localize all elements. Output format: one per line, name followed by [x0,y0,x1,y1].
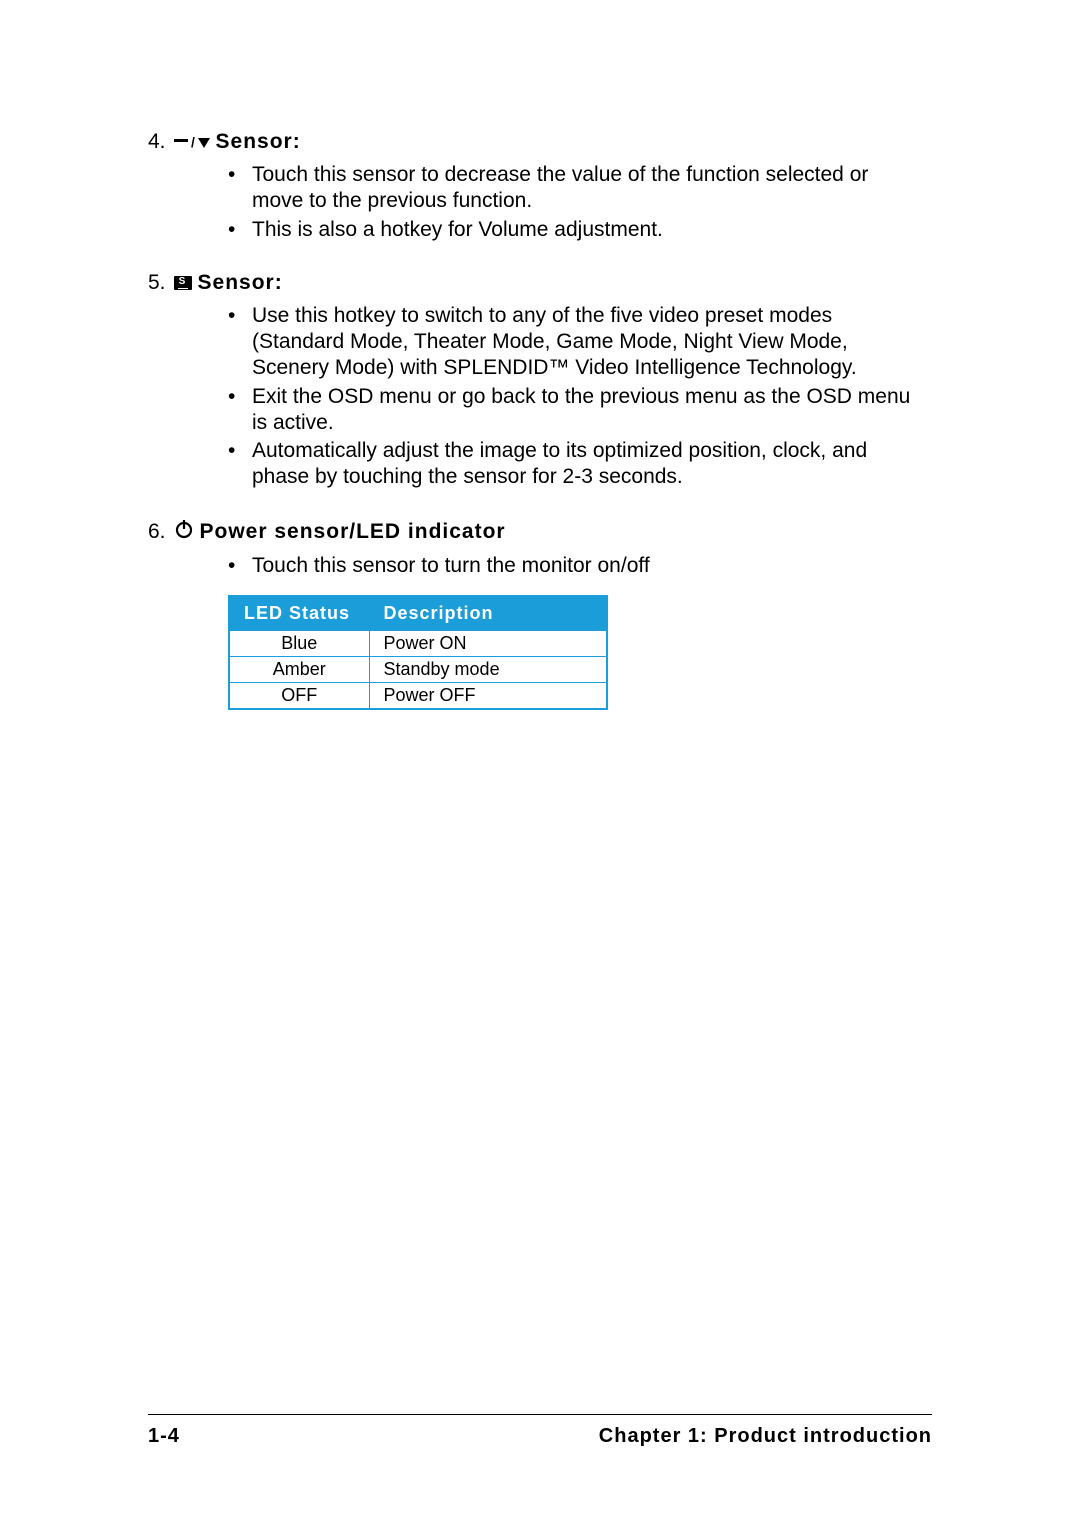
section-5-title: Sensor: [198,271,283,295]
table-cell-description: Power OFF [369,682,607,709]
bullet-item: Automatically adjust the image to its op… [222,438,922,491]
section-6-number: 6. [148,520,166,544]
section-4: 4. / Sensor: Touch this sensor to decrea… [148,130,932,243]
chapter-title: Chapter 1: Product introduction [599,1425,932,1448]
bullet-item: Use this hotkey to switch to any of the … [222,303,922,382]
section-6-bullets: Touch this sensor to turn the monitor on… [222,553,922,579]
bullet-item: Exit the OSD menu or go back to the prev… [222,384,922,437]
table-cell-status: OFF [229,682,369,709]
section-4-title: Sensor: [216,130,301,154]
table-cell-description: Standby mode [369,656,607,682]
table-cell-status: Amber [229,656,369,682]
page-number: 1-4 [148,1425,180,1448]
table-cell-status: Blue [229,630,369,656]
led-status-table: LED Status Description Blue Power ON Amb… [228,595,608,710]
led-status-table-wrap: LED Status Description Blue Power ON Amb… [228,595,932,710]
table-header-row: LED Status Description [229,596,607,631]
minus-down-icon: / [174,134,210,150]
bullet-item: Touch this sensor to turn the monitor on… [222,553,922,579]
bullet-item: Touch this sensor to decrease the value … [222,162,922,215]
section-4-number: 4. [148,130,166,154]
table-row: OFF Power OFF [229,682,607,709]
section-5: 5. S Sensor: Use this hotkey to switch t… [148,271,932,491]
table-cell-description: Power ON [369,630,607,656]
section-5-heading: 5. S Sensor: [148,271,932,295]
table-header-description: Description [369,596,607,631]
section-6-title: Power sensor/LED indicator [200,520,506,544]
section-5-bullets: Use this hotkey to switch to any of the … [222,303,922,491]
section-6-heading: 6. Power sensor/LED indicator [148,519,932,545]
section-4-heading: 4. / Sensor: [148,130,932,154]
table-header-status: LED Status [229,596,369,631]
section-4-bullets: Touch this sensor to decrease the value … [222,162,922,243]
page-content: 4. / Sensor: Touch this sensor to decrea… [148,130,932,738]
s-box-icon: S [174,276,192,290]
section-5-number: 5. [148,271,166,295]
footer-divider [148,1414,932,1415]
table-row: Blue Power ON [229,630,607,656]
section-6: 6. Power sensor/LED indicator Touch this… [148,519,932,710]
svg-text:/: / [191,134,196,150]
page-footer: 1-4 Chapter 1: Product introduction [148,1414,932,1448]
power-icon [174,519,194,545]
table-row: Amber Standby mode [229,656,607,682]
footer-row: 1-4 Chapter 1: Product introduction [148,1425,932,1448]
bullet-item: This is also a hotkey for Volume adjustm… [222,217,922,243]
